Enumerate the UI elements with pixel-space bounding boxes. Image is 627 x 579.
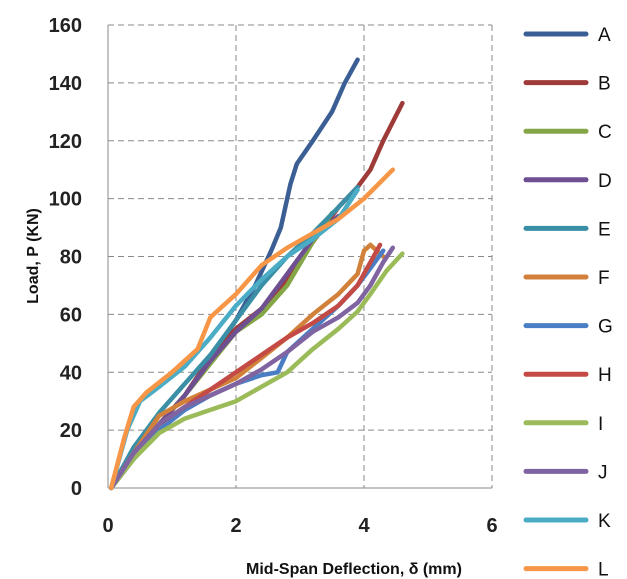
- y-tick-label: 140: [49, 73, 82, 95]
- y-tick-label: 80: [60, 247, 82, 269]
- series-line-l: [108, 167, 396, 491]
- legend-label-f: F: [598, 268, 610, 289]
- legend-label-k: K: [598, 511, 611, 532]
- series-lines: [108, 57, 405, 491]
- series-line-a: [108, 57, 360, 491]
- y-tick-label: 60: [60, 304, 82, 326]
- legend-label-a: A: [598, 25, 611, 46]
- y-tick-label: 100: [49, 189, 82, 211]
- y-tick-labels: 0 20 40 60 80 100 120 140 160: [49, 15, 82, 500]
- x-tick-labels: 0 2 4 6: [102, 515, 497, 537]
- legend-label-h: H: [598, 365, 612, 386]
- y-tick-label: 40: [60, 362, 82, 384]
- legend-label-e: E: [598, 219, 611, 240]
- legend-label-d: D: [598, 171, 612, 192]
- y-axis-title: Load, P (KN): [25, 208, 42, 304]
- x-tick-label: 2: [230, 515, 241, 537]
- series-line-i: [108, 251, 405, 491]
- x-tick-label: 0: [102, 515, 113, 537]
- series-line-k: [108, 187, 360, 491]
- x-axis-title: Mid-Span Deflection, δ (mm): [246, 561, 462, 578]
- y-tick-label: 0: [71, 478, 82, 500]
- legend-label-g: G: [598, 317, 613, 338]
- legend-label-i: I: [598, 414, 603, 435]
- y-tick-label: 20: [60, 420, 82, 442]
- x-tick-label: 4: [358, 515, 370, 537]
- series-line-j: [108, 245, 396, 491]
- legend-label-c: C: [598, 122, 612, 143]
- legend: A B C D E F G H I J K L: [523, 25, 613, 579]
- x-tick-label: 6: [486, 515, 497, 537]
- y-tick-label: 120: [49, 131, 82, 153]
- legend-label-j: J: [598, 462, 608, 483]
- legend-label-l: L: [598, 560, 609, 579]
- y-tick-label: 160: [49, 15, 82, 37]
- legend-label-b: B: [598, 74, 611, 95]
